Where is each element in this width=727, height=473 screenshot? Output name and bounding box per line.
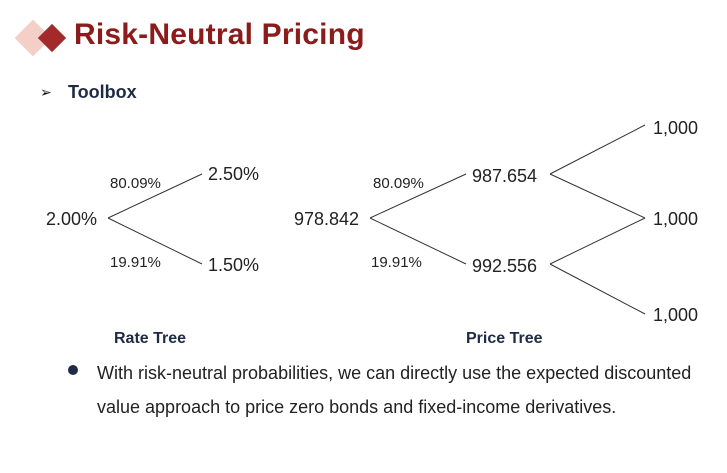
rate-edge-down [107, 217, 203, 265]
price-t2-top: 1,000 [653, 118, 698, 138]
price-edge-uu [549, 124, 646, 175]
rate-up: 2.50% [208, 164, 259, 184]
page-title: Risk-Neutral Pricing [74, 18, 365, 51]
rate-prob-up: 80.09% [110, 175, 161, 192]
price-root: 978.842 [294, 209, 359, 229]
bullet-text: With risk-neutral probabilities, we can … [97, 363, 692, 417]
rate-tree-caption: Rate Tree [114, 330, 186, 347]
rate-root: 2.00% [46, 209, 97, 229]
price-edge-ud [549, 173, 646, 219]
section-title: Toolbox [68, 82, 137, 102]
price-edge-dd [549, 263, 646, 315]
price-edge-up [369, 173, 467, 219]
slide-header: Risk-Neutral Pricing [12, 16, 712, 60]
price-t2-bot: 1,000 [653, 305, 698, 325]
price-prob-down: 19.91% [371, 254, 422, 271]
price-tree-caption: Price Tree [466, 330, 543, 347]
rate-edge-up [107, 173, 203, 219]
price-prob-up: 80.09% [373, 175, 424, 192]
rate-prob-down: 19.91% [110, 254, 161, 271]
bullet-dot-icon [68, 365, 78, 375]
price-up: 987.654 [472, 166, 537, 186]
price-down: 992.556 [472, 256, 537, 276]
arrow-right-icon: ➢ [40, 84, 52, 100]
rate-down: 1.50% [208, 255, 259, 275]
price-edge-down [369, 217, 467, 265]
price-edge-du [549, 217, 646, 265]
price-t2-mid: 1,000 [653, 209, 698, 229]
